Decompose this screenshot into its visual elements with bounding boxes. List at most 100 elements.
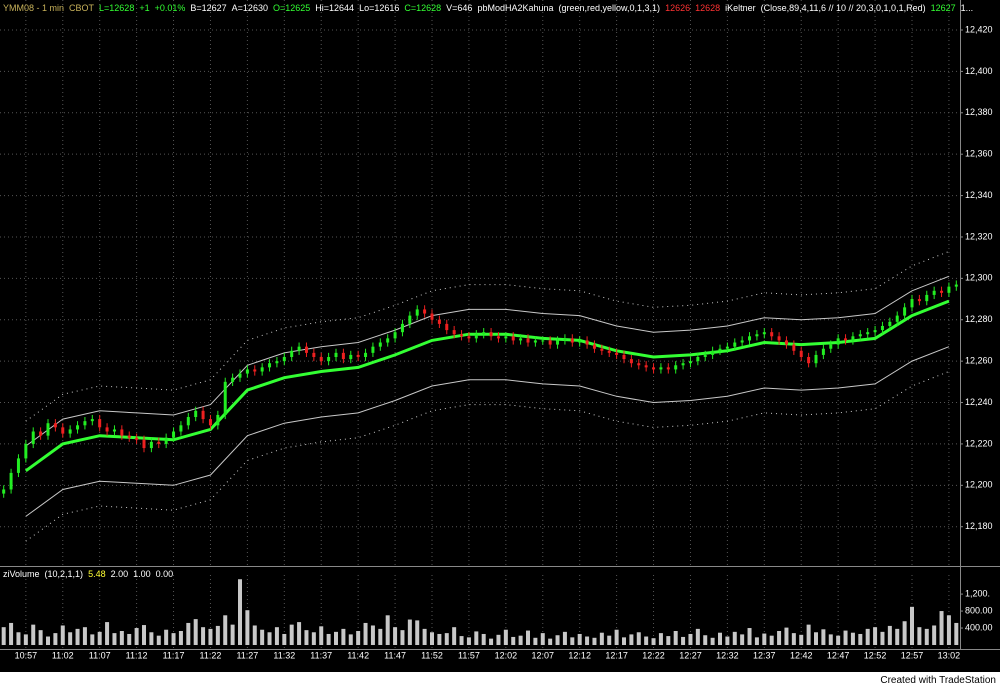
- candle-body: [777, 336, 781, 341]
- candle-body: [504, 336, 508, 339]
- candle-body: [2, 489, 6, 494]
- candle-body: [844, 338, 848, 341]
- volume-bar: [282, 633, 287, 645]
- volume-bar: [356, 631, 361, 645]
- candle-body: [600, 348, 604, 351]
- candle-body: [378, 342, 382, 347]
- candle-body: [770, 332, 774, 337]
- header-item: Lo=12616: [359, 3, 400, 13]
- x-tick-label: 10:57: [15, 650, 38, 660]
- volume-bar: [732, 631, 737, 645]
- volume-bar: [319, 626, 324, 645]
- candle-body: [164, 437, 168, 444]
- candle-body: [312, 352, 316, 358]
- candle-body: [954, 284, 958, 287]
- volume-bar: [208, 628, 213, 645]
- candle-body: [319, 357, 323, 362]
- volume-bar: [526, 630, 530, 645]
- volume-bar: [16, 632, 21, 645]
- x-tick-label: 12:27: [679, 650, 702, 660]
- header-item: O=12625: [272, 3, 311, 13]
- header-item: CBOT: [69, 3, 95, 13]
- header-item: 12626: [665, 3, 691, 13]
- volume-bar: [725, 636, 730, 645]
- volume-bar: [415, 620, 420, 645]
- volume-bar: [171, 633, 176, 645]
- candle-body: [231, 377, 235, 382]
- volume-bar: [9, 622, 14, 645]
- header-item: C=12628: [404, 3, 442, 13]
- volume-bar: [533, 637, 538, 645]
- candle-body: [748, 336, 752, 341]
- volume-bar: [341, 628, 346, 645]
- volume-bar: [518, 635, 523, 645]
- volume-bar: [784, 627, 789, 645]
- y-tick-label: 12,220: [965, 438, 993, 448]
- volume-bar: [474, 631, 479, 645]
- volume-bar: [444, 633, 449, 645]
- volume-bar: [370, 625, 375, 645]
- candle-body: [408, 315, 412, 324]
- candle-body: [541, 340, 545, 342]
- price-header: YMM08 - 1 min CBOT L=12628 +1 +0.01% B=12627 A…: [3, 3, 973, 13]
- volume-bar: [511, 636, 516, 645]
- volume-bar: [673, 631, 678, 645]
- volume-bar: [274, 627, 279, 645]
- volume-bar: [142, 625, 146, 645]
- candle-body: [873, 330, 877, 333]
- volume-bar: [814, 632, 818, 645]
- x-tick-label: 12:57: [901, 650, 924, 660]
- candle-body: [814, 354, 818, 364]
- candle-body: [98, 419, 102, 428]
- x-tick-label: 12:17: [605, 650, 628, 660]
- candle-body: [851, 336, 855, 341]
- candle-body: [68, 429, 72, 434]
- header-item: (green,red,yellow,0,1,3,1): [558, 3, 661, 13]
- volume-bar: [622, 637, 626, 645]
- volume-bar: [540, 633, 545, 645]
- volume-bar: [555, 635, 560, 645]
- volume-bar: [215, 625, 220, 645]
- candle-body: [652, 367, 656, 370]
- volume-bar: [230, 624, 235, 645]
- volume-bar: [880, 631, 885, 645]
- volume-bar: [658, 633, 663, 645]
- candle-body: [829, 344, 833, 349]
- volume-bar: [791, 633, 796, 645]
- volume-bar: [466, 637, 471, 645]
- candle-body: [201, 410, 205, 420]
- volume-bar: [873, 627, 878, 645]
- volume-bar: [481, 633, 486, 645]
- volume-bar: [334, 631, 338, 645]
- volume-bar: [614, 629, 619, 645]
- volume-header: ziVolume (10,2,1,1) 5.48 2.00 1.00 0.00: [3, 569, 173, 579]
- volume-bar: [119, 631, 124, 645]
- candle-body: [482, 332, 486, 335]
- y-tick-label: 12,320: [965, 231, 993, 241]
- x-tick-label: 12:42: [790, 650, 813, 660]
- x-tick-label: 11:17: [163, 650, 185, 660]
- x-tick-label: 12:07: [532, 650, 555, 660]
- y-tick-label: 12,420: [965, 24, 993, 34]
- candle-body: [792, 344, 796, 351]
- x-tick-label: 11:57: [458, 650, 480, 660]
- x-tick-label: 11:12: [126, 650, 148, 660]
- header-item: 12628: [695, 3, 721, 13]
- volume-bar: [932, 625, 937, 645]
- volume-bar: [437, 633, 442, 645]
- volume-bar: [82, 627, 87, 645]
- candle-body: [533, 340, 537, 343]
- candle-body: [135, 437, 139, 440]
- candle-body: [755, 334, 759, 337]
- candle-body: [112, 429, 116, 432]
- volume-bar: [681, 636, 686, 645]
- x-tick-label: 11:52: [421, 650, 443, 660]
- candle-body: [341, 352, 345, 360]
- candle-body: [194, 410, 198, 418]
- volume-bar: [38, 630, 43, 645]
- x-tick-label: 12:32: [716, 650, 739, 660]
- candle-body: [430, 313, 434, 320]
- candle-body: [452, 330, 456, 335]
- y-tick-label: 12,380: [965, 107, 993, 117]
- candle-body: [659, 367, 663, 370]
